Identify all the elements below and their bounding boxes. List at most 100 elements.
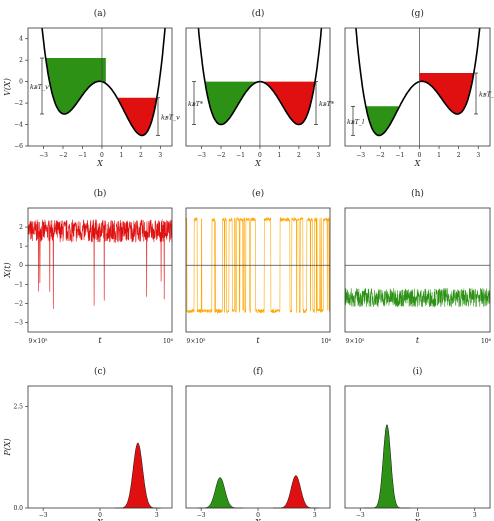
panel-frame bbox=[27, 207, 173, 333]
x-tick-label: 3 bbox=[155, 512, 159, 519]
y-tick-label: 2 bbox=[19, 224, 23, 231]
x-tick-label-end: 10⁶ bbox=[163, 338, 174, 345]
kT-label: kʙT_v bbox=[161, 114, 180, 122]
x-axis-label: X bbox=[414, 159, 421, 168]
panel-frame bbox=[185, 207, 331, 333]
panel-frame bbox=[185, 27, 331, 147]
x-tick-label: 0 bbox=[418, 152, 422, 159]
y-tick-label: 4 bbox=[19, 36, 23, 43]
distribution-panel-2 bbox=[344, 385, 491, 511]
panel-label-i: (i) bbox=[413, 366, 423, 377]
y-axis-label-row3: P(X) bbox=[3, 438, 12, 456]
panel-frame bbox=[344, 27, 491, 147]
potential-panel-0 bbox=[25, 27, 173, 149]
x-tick-label: −3 bbox=[356, 152, 365, 159]
x-tick-label: 2 bbox=[457, 152, 461, 159]
panel-frame bbox=[27, 385, 173, 509]
kT-label: kʙT* bbox=[319, 100, 335, 108]
x-tick-label: 1 bbox=[437, 152, 441, 159]
x-tick-label: 3 bbox=[158, 152, 162, 159]
x-tick-label: −1 bbox=[78, 152, 87, 159]
x-tick-label: −3 bbox=[39, 512, 48, 519]
panel-frame bbox=[185, 385, 331, 509]
red-well-fill bbox=[117, 97, 157, 136]
x-tick-label: 3 bbox=[313, 512, 317, 519]
y-tick-label: 0.0 bbox=[13, 505, 23, 512]
panel-label-d: (d) bbox=[252, 8, 265, 19]
panel-label-g: (g) bbox=[411, 8, 424, 19]
panel-label-b: (b) bbox=[94, 188, 107, 199]
x-axis-label: X bbox=[254, 159, 261, 168]
x-tick-label-start: 9×10⁵ bbox=[29, 338, 48, 345]
green-well-fill bbox=[365, 106, 400, 136]
y-tick-label: 0 bbox=[19, 79, 23, 86]
panel-label-f: (f) bbox=[253, 366, 263, 377]
panel-frame bbox=[344, 385, 491, 509]
panel-frame bbox=[344, 207, 491, 333]
y-tick-label: 1 bbox=[19, 243, 23, 250]
kT-label: kʙT* bbox=[188, 100, 204, 108]
x-tick-label: 3 bbox=[316, 152, 320, 159]
x-tick-label: 1 bbox=[119, 152, 123, 159]
x-tick-label: −3 bbox=[197, 152, 206, 159]
x-tick-label-end: 10⁶ bbox=[321, 338, 332, 345]
x-axis-label: t bbox=[98, 336, 102, 345]
y-tick-label: −1 bbox=[14, 281, 23, 288]
kT-label: kʙT_l bbox=[479, 91, 494, 99]
x-axis-label: X bbox=[254, 518, 261, 521]
green-trajectory bbox=[344, 287, 491, 308]
y-axis-label-row2: X(t) bbox=[3, 262, 12, 278]
y-tick-label: −4 bbox=[14, 122, 23, 129]
distribution-panel-1 bbox=[185, 385, 331, 511]
x-tick-label: 0 bbox=[98, 512, 102, 519]
x-tick-label: −1 bbox=[236, 152, 245, 159]
x-tick-label: 3 bbox=[476, 152, 480, 159]
red-peak bbox=[273, 475, 319, 509]
orange-trajectory bbox=[185, 216, 331, 315]
red-well-fill bbox=[259, 81, 315, 125]
panel-label-c: (c) bbox=[94, 366, 106, 377]
green-peak bbox=[197, 477, 243, 509]
green-well-fill bbox=[205, 81, 264, 125]
y-tick-label: 2 bbox=[19, 57, 23, 64]
panel-label-e: (e) bbox=[252, 188, 264, 199]
x-axis-label: X bbox=[96, 518, 103, 521]
y-tick-label: 2.5 bbox=[13, 403, 23, 410]
panel-label-h: (h) bbox=[411, 188, 424, 199]
x-tick-label: −3 bbox=[39, 152, 48, 159]
x-axis-label: X bbox=[96, 159, 103, 168]
trajectory-panel-2 bbox=[344, 207, 491, 333]
x-tick-label-start: 9×10⁵ bbox=[346, 338, 365, 345]
y-tick-label: −6 bbox=[14, 143, 23, 150]
x-axis-label: t bbox=[416, 336, 420, 345]
x-tick-label: −3 bbox=[356, 512, 365, 519]
green-peak bbox=[364, 424, 410, 509]
x-tick-label: −1 bbox=[395, 152, 404, 159]
x-tick-label: −2 bbox=[59, 152, 68, 159]
potential-curve bbox=[41, 28, 166, 137]
red-peak bbox=[115, 442, 161, 509]
x-tick-label: 3 bbox=[473, 512, 477, 519]
x-tick-label: 0 bbox=[256, 512, 260, 519]
x-tick-label: −2 bbox=[217, 152, 226, 159]
potential-curve bbox=[197, 28, 323, 126]
panel-label-a: (a) bbox=[94, 8, 106, 19]
x-tick-label: 2 bbox=[139, 152, 143, 159]
x-tick-label: −3 bbox=[197, 512, 206, 519]
panel-frame bbox=[27, 27, 173, 147]
trajectory-panel-0 bbox=[25, 207, 173, 333]
y-tick-label: −2 bbox=[14, 100, 23, 107]
x-tick-label: 1 bbox=[277, 152, 281, 159]
kT-label: kʙT_v bbox=[30, 83, 49, 91]
green-well-fill bbox=[45, 58, 106, 114]
red-well-fill bbox=[419, 73, 474, 114]
x-tick-label: 0 bbox=[100, 152, 104, 159]
y-tick-label: −2 bbox=[14, 300, 23, 307]
x-axis-label: t bbox=[256, 336, 260, 345]
potential-curve bbox=[355, 28, 481, 137]
x-axis-label: X bbox=[414, 518, 421, 521]
x-tick-label: 0 bbox=[416, 512, 420, 519]
x-tick-label-start: 9×10⁵ bbox=[187, 338, 206, 345]
x-tick-label: 2 bbox=[297, 152, 301, 159]
